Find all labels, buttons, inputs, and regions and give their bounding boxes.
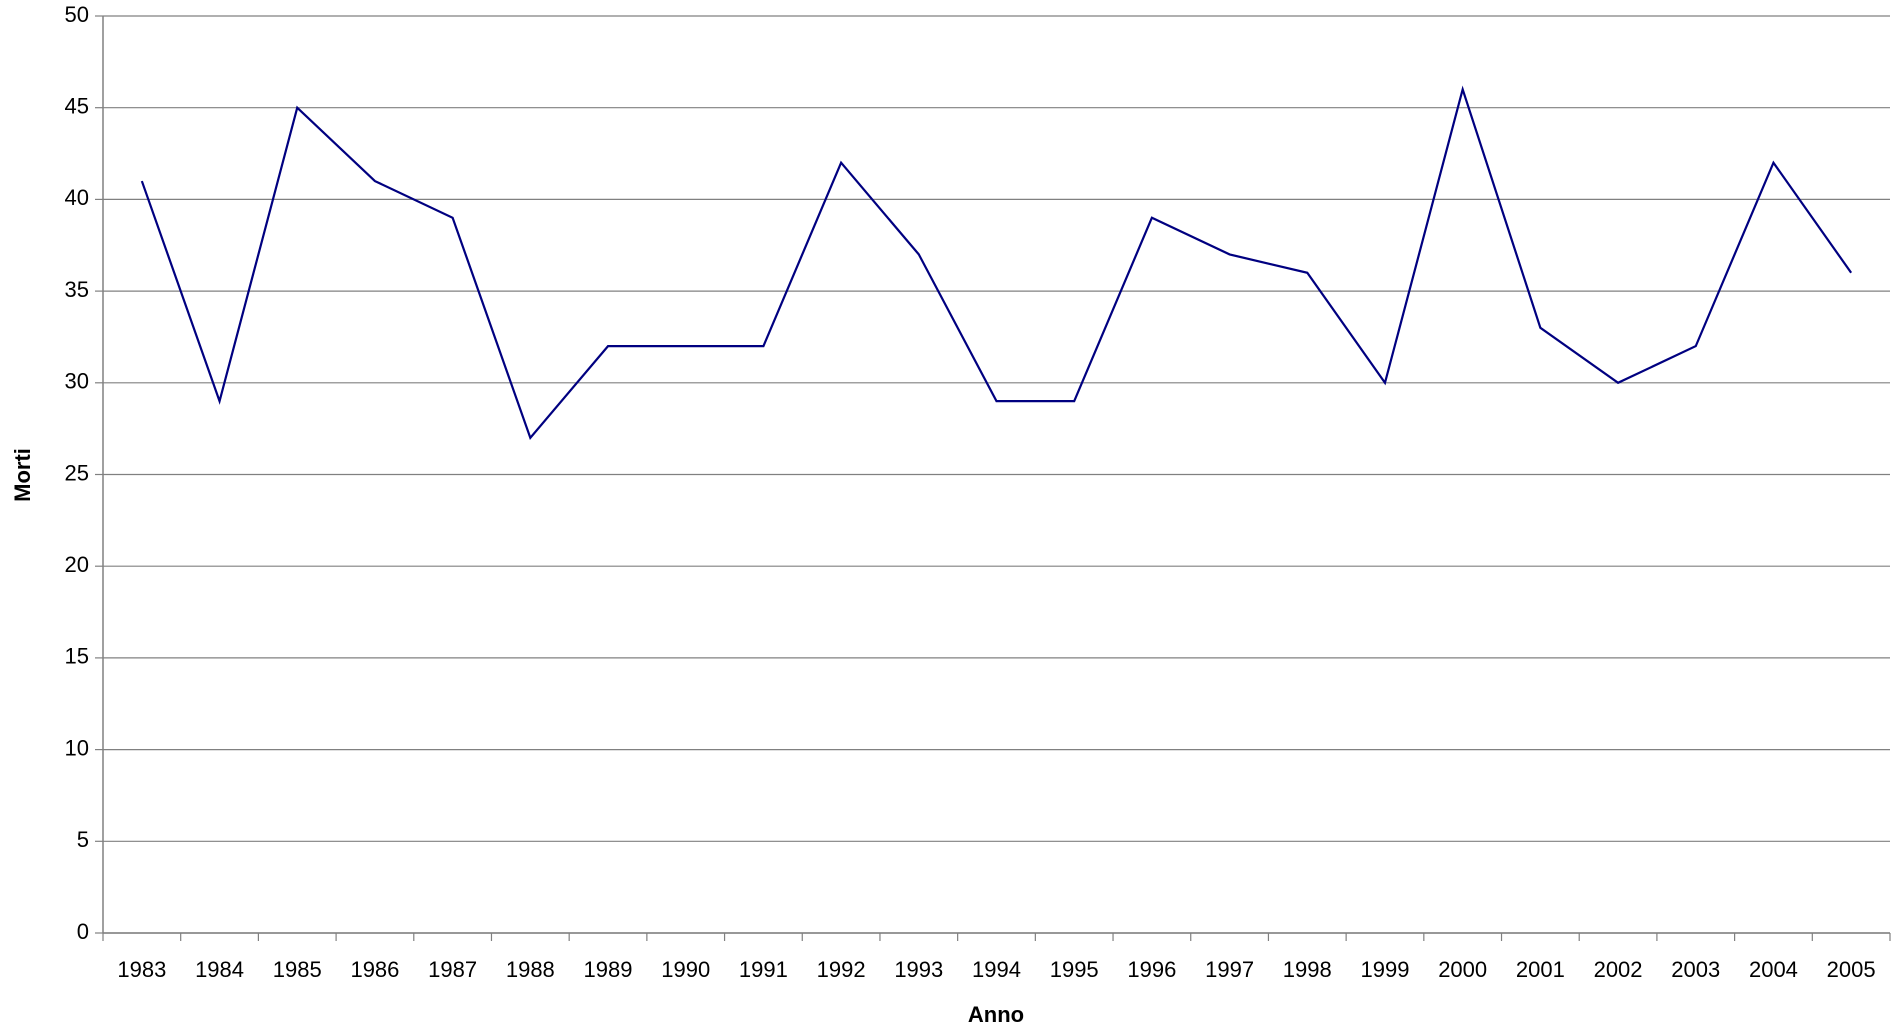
x-tick-label: 1999	[1361, 957, 1410, 982]
y-tick-label: 30	[65, 369, 89, 394]
y-tick-label: 15	[65, 644, 89, 669]
x-tick-label: 1994	[972, 957, 1021, 982]
x-tick-label: 1985	[273, 957, 322, 982]
y-tick-label: 25	[65, 460, 89, 485]
x-tick-label: 2002	[1594, 957, 1643, 982]
y-tick-label: 5	[77, 827, 89, 852]
y-tick-label: 0	[77, 919, 89, 944]
y-tick-label: 10	[65, 735, 89, 760]
y-tick-label: 40	[65, 185, 89, 210]
y-tick-label: 20	[65, 552, 89, 577]
x-tick-label: 1993	[894, 957, 943, 982]
x-tick-label: 2005	[1827, 957, 1876, 982]
x-tick-label: 1983	[117, 957, 166, 982]
x-tick-label: 1997	[1205, 957, 1254, 982]
x-tick-label: 1992	[817, 957, 866, 982]
x-tick-label: 1988	[506, 957, 555, 982]
x-tick-label: 1991	[739, 957, 788, 982]
y-tick-label: 35	[65, 277, 89, 302]
y-tick-label: 45	[65, 94, 89, 119]
x-tick-label: 1996	[1127, 957, 1176, 982]
y-tick-label: 50	[65, 2, 89, 27]
data-line	[140, 85, 1853, 440]
y-axis-title: Morti	[10, 448, 35, 502]
x-tick-label: 1989	[584, 957, 633, 982]
x-tick-label: 1998	[1283, 957, 1332, 982]
x-tick-label: 2001	[1516, 957, 1565, 982]
x-tick-label: 2000	[1438, 957, 1487, 982]
x-tick-label: 2004	[1749, 957, 1798, 982]
x-tick-label: 2003	[1671, 957, 1720, 982]
x-tick-label: 1987	[428, 957, 477, 982]
x-tick-label: 1995	[1050, 957, 1099, 982]
x-tick-label: 1986	[350, 957, 399, 982]
x-tick-label: 1990	[661, 957, 710, 982]
x-tick-label: 1984	[195, 957, 244, 982]
x-axis-title: Anno	[968, 1002, 1024, 1027]
